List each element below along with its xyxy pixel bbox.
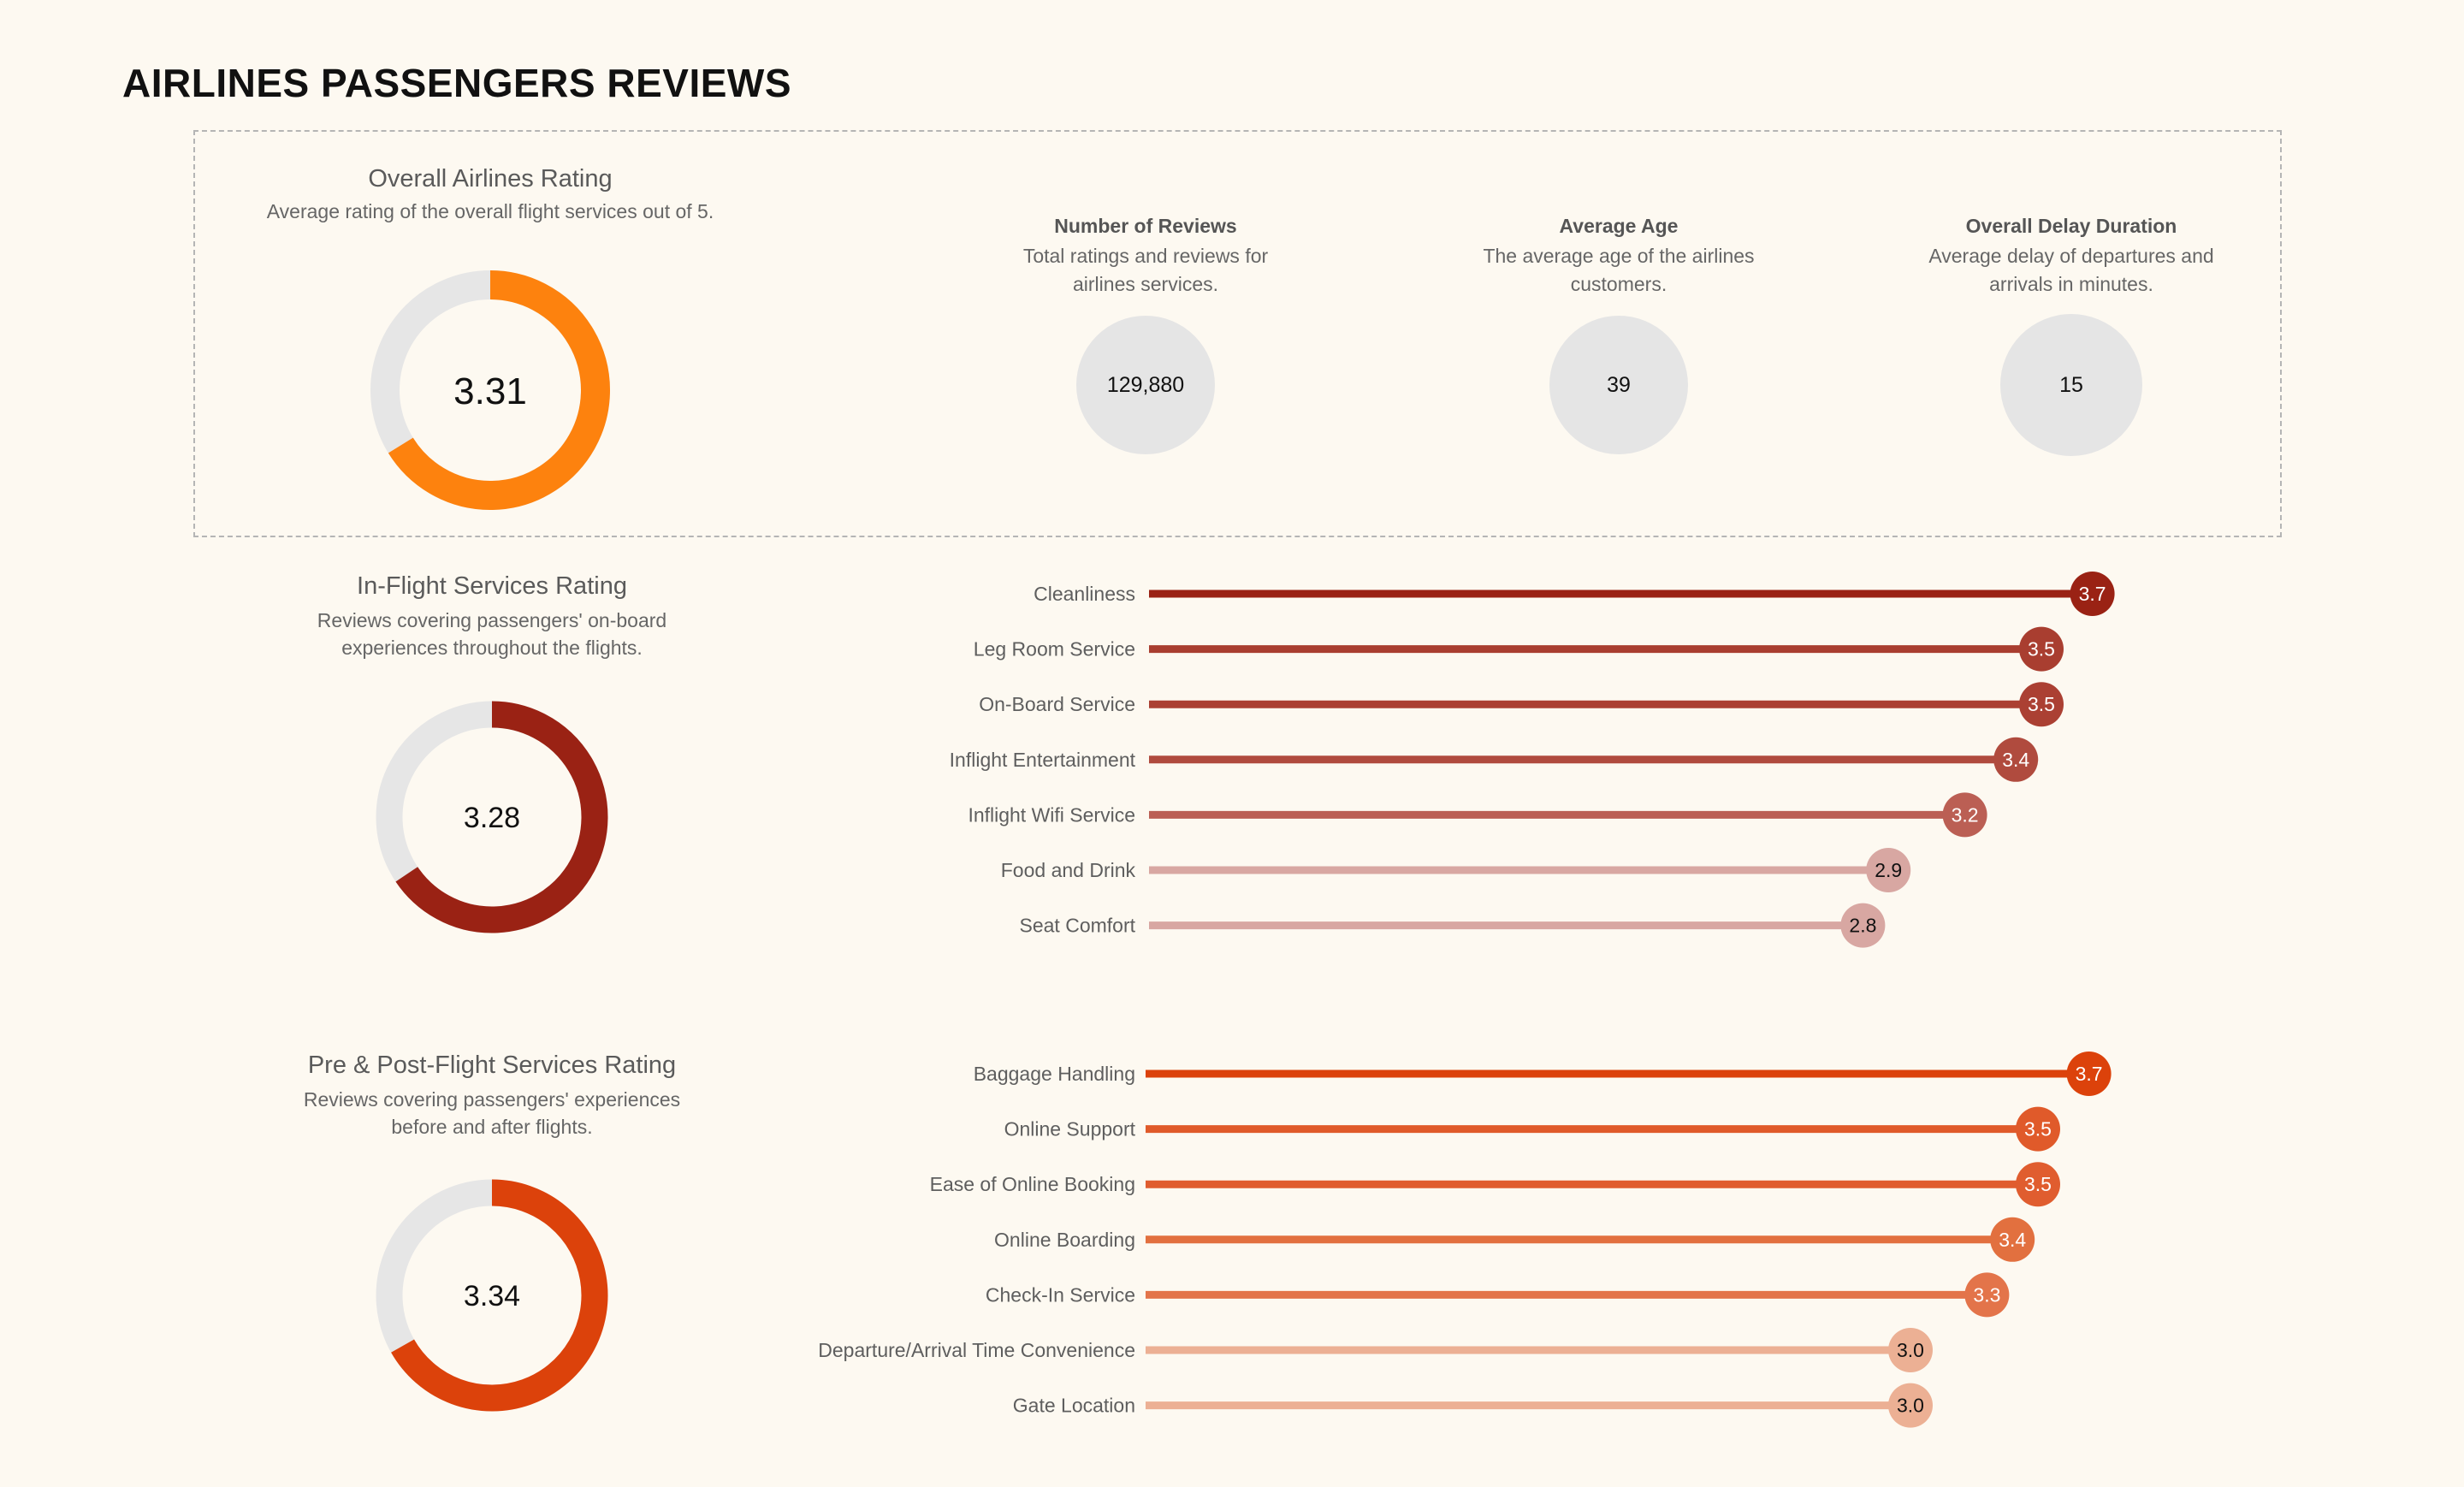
lollipop-row: Check-In Service 3.3	[986, 1272, 2010, 1318]
donut-arc	[395, 701, 608, 933]
desc-line: airlines services.	[1073, 273, 1218, 295]
overall-rating-description: Average rating of the overall flight ser…	[266, 200, 714, 222]
kpi-delay-value: 15	[2000, 314, 2142, 456]
category-label: Baggage Handling	[974, 1063, 1135, 1085]
category-label: Seat Comfort	[1020, 915, 1136, 937]
desc-line: Reviews covering passengers' experiences	[303, 1088, 681, 1111]
category-label: Check-In Service	[986, 1283, 1135, 1306]
value-label: 3.5	[2028, 638, 2055, 661]
lollipop-row: Seat Comfort 2.8	[1020, 903, 1886, 948]
kpi-reviews-description: Total ratings and reviews for airlines se…	[974, 242, 1317, 299]
lollipop-row: Online Boarding 3.4	[994, 1217, 2035, 1262]
overall-rating-donut: 3.31	[370, 270, 610, 510]
lollipop-row: On-Board Service 3.5	[979, 682, 2064, 727]
overall-rating-title: Overall Airlines Rating	[368, 165, 613, 193]
lollipop-row: Departure/Arrival Time Convenience 3.0	[818, 1328, 1933, 1372]
lollipop-row: Inflight Wifi Service 3.2	[968, 792, 1987, 838]
lollipop-dot	[2066, 1052, 2112, 1096]
lollipop-dot	[1964, 1272, 2010, 1318]
kpi-age-description: The average age of the airlines customers…	[1448, 242, 1790, 299]
donut-arc	[391, 1179, 608, 1412]
lollipop-dot	[1990, 1217, 2035, 1262]
value-label: 3.0	[1897, 1339, 1924, 1361]
lollipop-row: Ease of Online Booking 3.5	[930, 1162, 2060, 1207]
category-label: Leg Room Service	[974, 638, 1135, 661]
lollipop-dot	[2016, 1162, 2060, 1207]
kpi-delay-description: Average delay of departures and arrivals …	[1900, 242, 2242, 299]
lollipop-row: Gate Location 3.0	[1013, 1383, 1933, 1428]
desc-line: Average delay of departures and	[1928, 245, 2214, 267]
lollipop-row: Inflight Entertainment 3.4	[950, 737, 2039, 782]
donut-arc	[388, 270, 610, 510]
lollipop-row: Online Support 3.5	[1004, 1106, 2060, 1152]
preflight-description: Reviews covering passengers' experiences…	[252, 1086, 732, 1140]
lollipop-dot	[1993, 737, 2039, 782]
kpi-age-value: 39	[1549, 316, 1688, 454]
category-label: Ease of Online Booking	[930, 1173, 1135, 1195]
lollipop-dot	[2016, 1106, 2060, 1152]
category-label: Inflight Entertainment	[950, 749, 1136, 771]
section-donut: 3.28	[376, 701, 608, 933]
desc-line: before and after flights.	[391, 1116, 593, 1138]
category-label: Departure/Arrival Time Convenience	[818, 1339, 1135, 1361]
lollipop-dot	[1840, 903, 1886, 948]
value-label: 3.4	[1999, 1229, 2026, 1251]
category-label: Inflight Wifi Service	[968, 803, 1135, 826]
kpi-panel	[193, 130, 2282, 537]
lollipop-row: Food and Drink 2.9	[1001, 848, 1911, 892]
inflight-description: Reviews covering passengers' on-board exp…	[252, 607, 732, 661]
kpi-delay-title: Overall Delay Duration	[1965, 215, 2177, 237]
kpi-age-title: Average Age	[1559, 215, 1679, 237]
category-label: Cleanliness	[1034, 583, 1135, 605]
lollipop-dot	[1942, 792, 1987, 838]
desc-line: Reviews covering passengers' on-board	[317, 609, 667, 631]
value-label: 3.4	[2002, 749, 2029, 771]
value-label: 3.2	[1952, 803, 1979, 826]
category-label: Online Support	[1004, 1118, 1136, 1140]
lollipop-row: Baggage Handling 3.7	[974, 1052, 2112, 1096]
category-label: Online Boarding	[994, 1229, 1135, 1251]
section-donut: 3.34	[376, 1179, 608, 1412]
lollipop-dot	[2019, 682, 2064, 727]
value-label: 3.5	[2024, 1118, 2052, 1140]
donut-value-label: 3.31	[453, 370, 527, 412]
lollipop-dot	[2070, 572, 2115, 616]
kpi-reviews-title: Number of Reviews	[1054, 215, 1237, 237]
category-label: On-Board Service	[979, 693, 1135, 715]
value-label: 3.5	[2028, 693, 2055, 715]
lollipop-dot	[1888, 1383, 1933, 1428]
desc-line: arrivals in minutes.	[1989, 273, 2153, 295]
lollipop-dot	[1888, 1328, 1933, 1372]
value-label: 3.0	[1897, 1395, 1924, 1417]
value-label: 3.5	[2024, 1173, 2052, 1195]
inflight-title: In-Flight Services Rating	[357, 572, 627, 600]
value-label: 2.9	[1875, 859, 1902, 881]
lollipop-row: Leg Room Service 3.5	[974, 626, 2064, 672]
donut-value-label: 3.34	[464, 1280, 520, 1312]
value-label: 3.3	[1973, 1283, 2000, 1306]
desc-line: The average age of the airlines	[1483, 245, 1755, 267]
value-label: 2.8	[1849, 915, 1876, 937]
value-label: 3.7	[2076, 1063, 2103, 1085]
desc-line: customers.	[1570, 273, 1667, 295]
lollipop-row: Cleanliness 3.7	[1034, 572, 2115, 616]
page-title: AIRLINES PASSENGERS REVIEWS	[122, 61, 792, 105]
lollipop-dot	[2019, 626, 2064, 672]
kpi-reviews-value: 129,880	[1076, 316, 1215, 454]
preflight-title: Pre & Post-Flight Services Rating	[307, 1052, 677, 1079]
desc-line: experiences throughout the flights.	[341, 637, 643, 659]
desc-line: Total ratings and reviews for	[1022, 245, 1269, 267]
value-label: 3.7	[2079, 583, 2106, 605]
category-label: Food and Drink	[1001, 859, 1136, 881]
donut-value-label: 3.28	[464, 802, 520, 834]
lollipop-dot	[1866, 848, 1911, 892]
category-label: Gate Location	[1013, 1395, 1135, 1417]
